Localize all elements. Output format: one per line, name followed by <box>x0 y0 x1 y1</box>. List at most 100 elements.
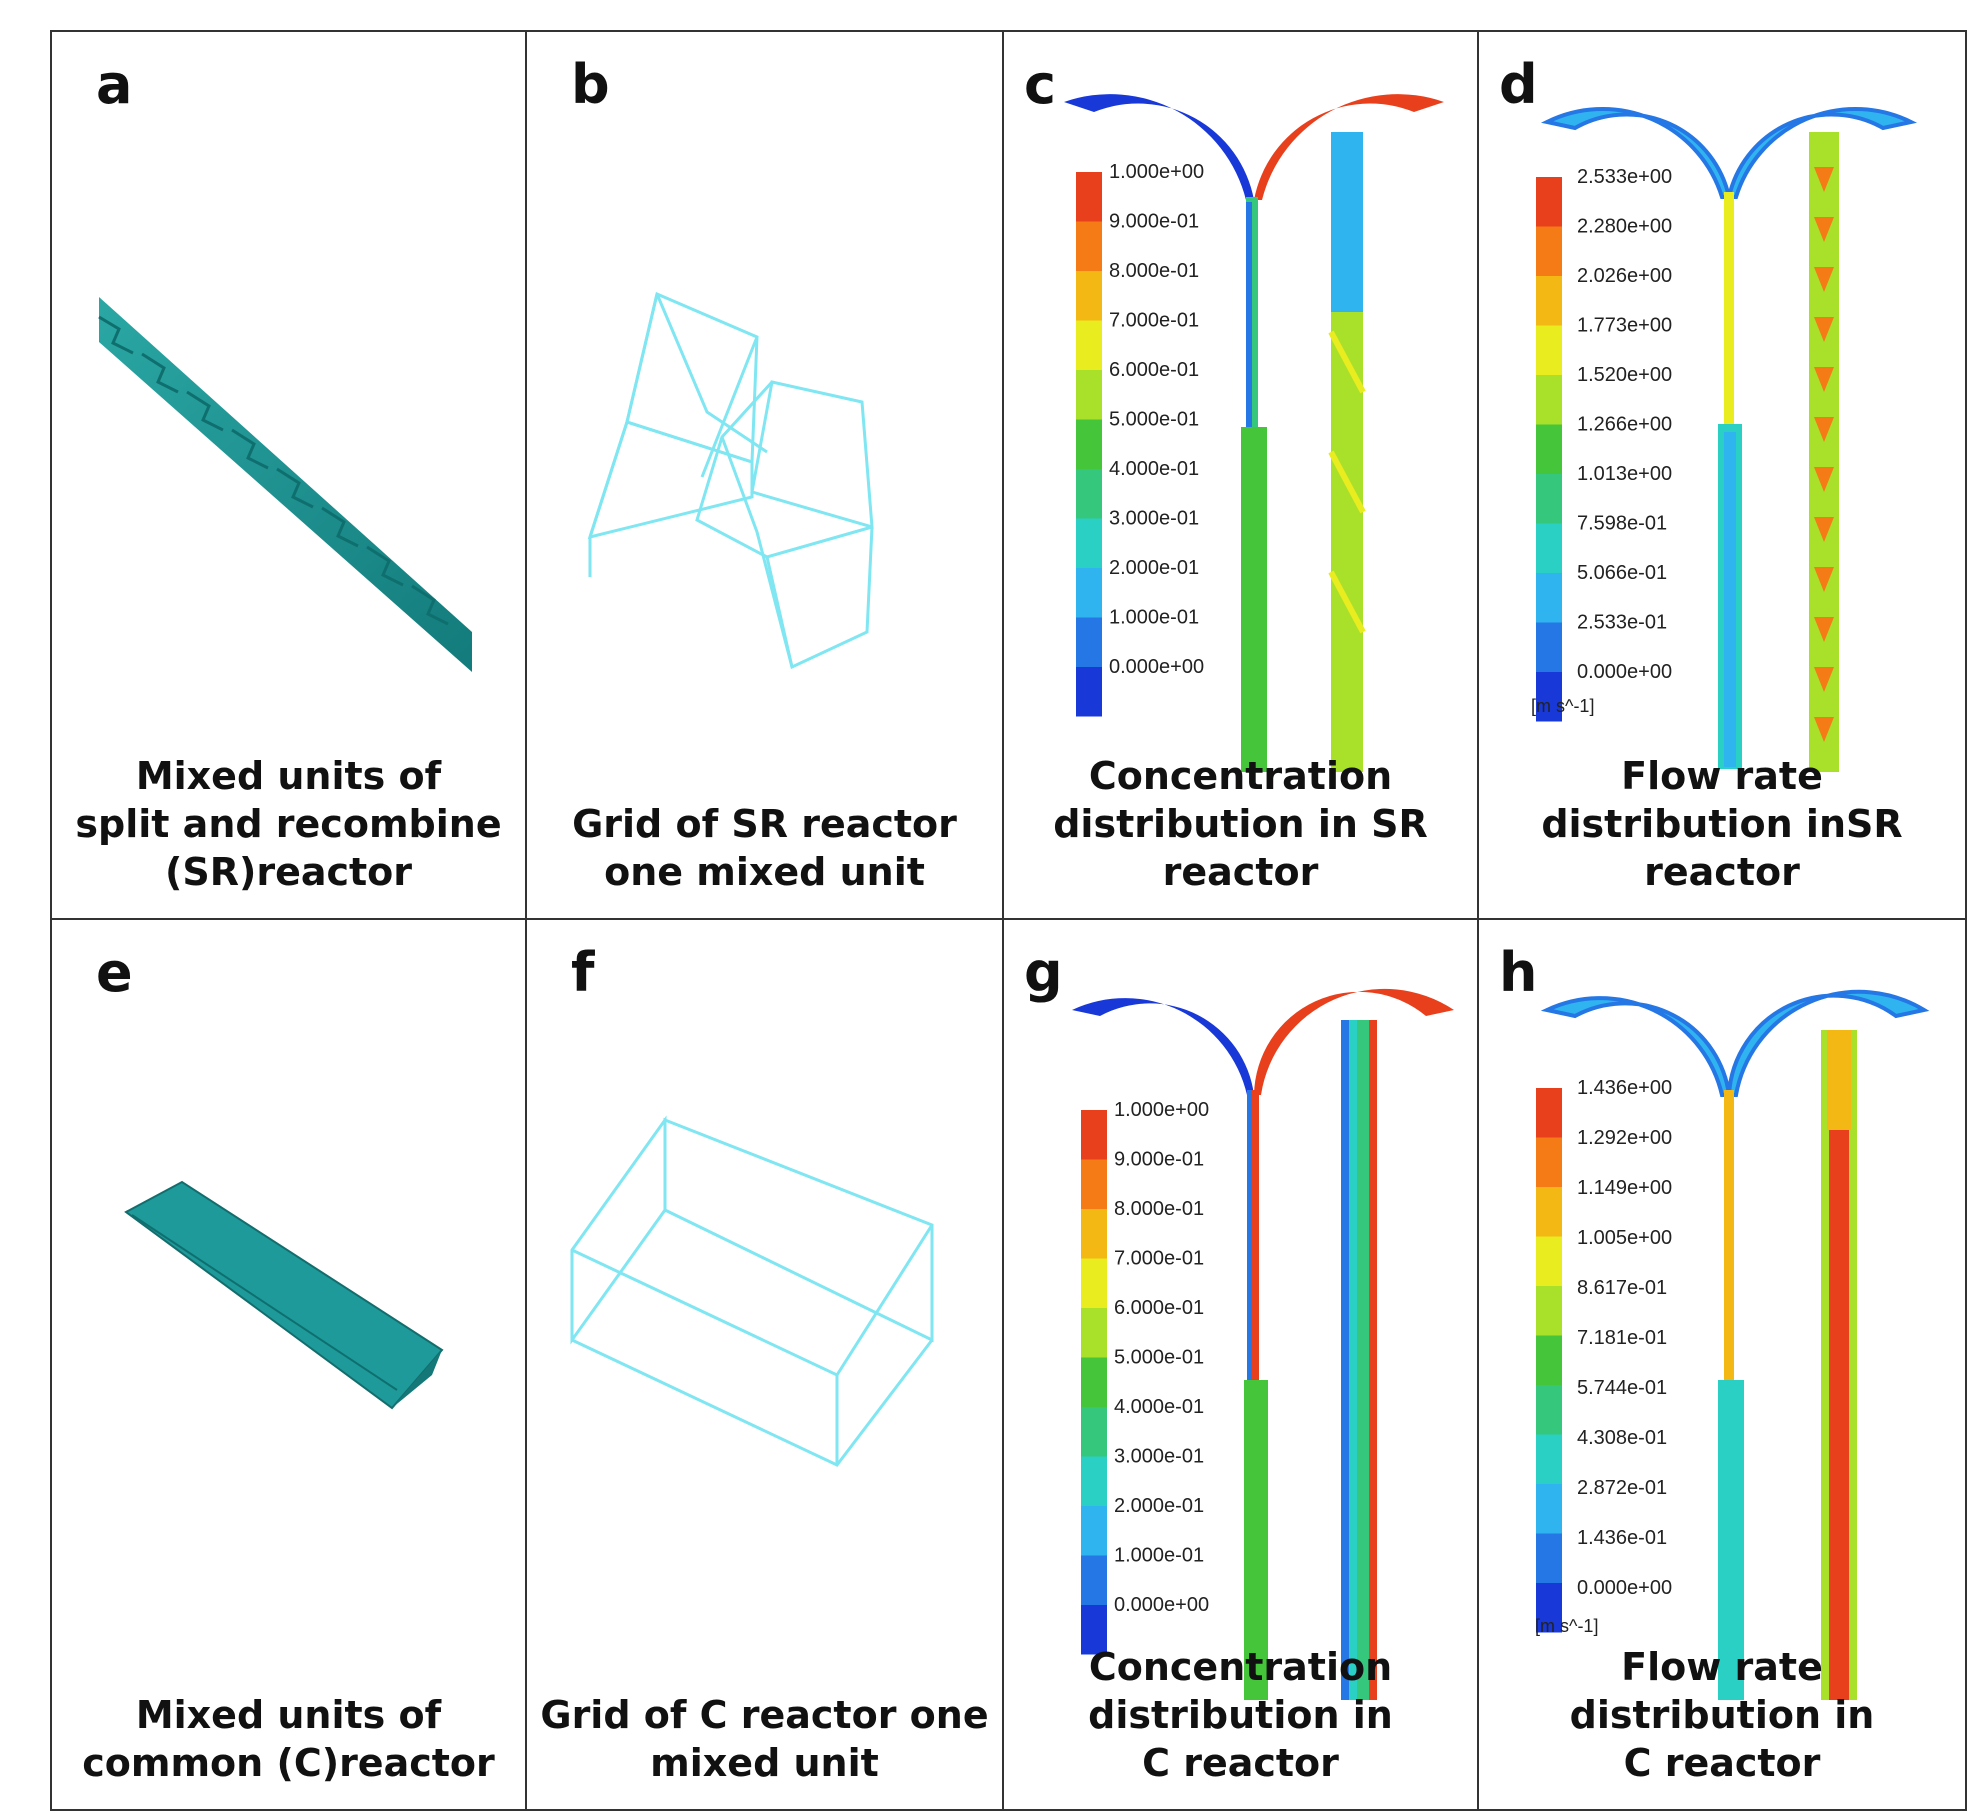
colorbar-tick-label: 6.000e-01 <box>1114 1297 1204 1319</box>
colorbar-segment <box>1076 172 1102 222</box>
panel-g: g 1.000e+00 9.000e-01 8.000e-01 7.000e-01 6.… <box>1002 918 1479 1811</box>
colorbar-tick-label: 8.000e-01 <box>1114 1198 1204 1220</box>
flow-rate-colorbar <box>1536 1088 1562 1633</box>
colorbar-tick-label: 1.436e+00 <box>1577 1077 1672 1099</box>
colorbar-segment <box>1536 424 1562 474</box>
colorbar-tick-label: 9.000e-01 <box>1114 1149 1204 1171</box>
panel-label: e <box>96 941 133 1004</box>
colorbar-segment <box>1536 226 1562 276</box>
colorbar-tick-label: 0.000e+00 <box>1577 661 1672 683</box>
colorbar-segment <box>1081 1605 1107 1655</box>
colorbar-segment <box>1536 1434 1562 1484</box>
colorbar-segment <box>1081 1407 1107 1457</box>
colorbar-segment <box>1076 221 1102 271</box>
colorbar-segment <box>1536 1187 1562 1237</box>
panel-label: a <box>96 53 133 116</box>
panel-f: f Grid of C reactor one mixed unit <box>525 918 1004 1811</box>
sr-flow-rate-contour: 2.533e+00 2.280e+00 2.026e+00 1.773e+00 1.52… <box>1531 107 1918 772</box>
colorbar-tick-label: 1.005e+00 <box>1577 1227 1672 1249</box>
panel-caption: Flow rate distribution inSR reactor <box>1541 754 1903 894</box>
colorbar-tick-label: 2.280e+00 <box>1577 216 1672 238</box>
colorbar-tick-label: 4.308e-01 <box>1577 1427 1667 1449</box>
colorbar-segment <box>1536 1286 1562 1336</box>
colorbar-segment <box>1076 370 1102 420</box>
panel-b: b Grid of SR reactor one mixed unit <box>525 30 1004 920</box>
panel-label: h <box>1499 941 1538 1004</box>
colorbar-segment <box>1076 271 1102 321</box>
sr-grid-wireframe <box>587 291 874 670</box>
c-grid-wireframe <box>570 1115 934 1467</box>
colorbar-segment <box>1536 1385 1562 1435</box>
colorbar-tick-label: 2.000e-01 <box>1114 1495 1204 1517</box>
colorbar-segment <box>1536 622 1562 672</box>
flow-rate-colorbar <box>1536 177 1562 722</box>
colorbar-tick-label: 2.026e+00 <box>1577 265 1672 287</box>
colorbar-tick-label: 1.000e+00 <box>1114 1099 1209 1121</box>
colorbar-tick-label: 0.000e+00 <box>1114 1594 1209 1616</box>
colorbar-tick-label: 6.000e-01 <box>1109 359 1199 381</box>
colorbar-segment <box>1076 617 1102 667</box>
colorbar-segment <box>1081 1258 1107 1308</box>
colorbar-segment <box>1536 276 1562 326</box>
colorbar-segment <box>1536 1137 1562 1187</box>
colorbar-segment <box>1536 1335 1562 1385</box>
colorbar-tick-label: 5.066e-01 <box>1577 562 1667 584</box>
colorbar-segment <box>1076 518 1102 568</box>
colorbar-segment <box>1536 523 1562 573</box>
panel-caption: Grid of C reactor one mixed unit <box>540 1693 989 1785</box>
colorbar-tick-label: 7.598e-01 <box>1577 513 1667 535</box>
colorbar-segment <box>1536 375 1562 425</box>
colorbar-segment <box>1081 1456 1107 1506</box>
colorbar-tick-label: 2.872e-01 <box>1577 1477 1667 1499</box>
panel-h: h 1.436e+00 1.292e+00 1.149e+00 1.005e+00 8.… <box>1477 918 1967 1811</box>
panel-c: c 1.000e+00 9.000e-01 8.000e-01 7.000e-01 6.… <box>1002 30 1479 920</box>
colorbar-segment <box>1536 1088 1562 1138</box>
colorbar-tick-label: 2.000e-01 <box>1109 557 1199 579</box>
panel-caption: Mixed units of common (C)reactor <box>82 1693 495 1785</box>
colorbar-tick-label: 1.520e+00 <box>1577 364 1672 386</box>
colorbar-segment <box>1081 1308 1107 1358</box>
unit-label: [m s^-1] <box>1535 1616 1598 1636</box>
colorbar-tick-label: 4.000e-01 <box>1114 1396 1204 1418</box>
panel-e: e Mixed units of common (C)reactor <box>50 918 527 1811</box>
panel-label: g <box>1024 941 1063 1004</box>
colorbar-tick-label: 1.000e-01 <box>1109 607 1199 629</box>
colorbar-segment <box>1081 1555 1107 1605</box>
c-concentration-contour: 1.000e+00 9.000e-01 8.000e-01 7.000e-01 6.00… <box>1072 988 1454 1700</box>
colorbar-segment <box>1076 568 1102 618</box>
colorbar-segment <box>1536 1583 1562 1633</box>
colorbar-segment <box>1536 1484 1562 1534</box>
panel-d: d 2.533e+00 2.280e+00 2.026e+00 1.773e+00 1.… <box>1477 30 1967 920</box>
colorbar-tick-label: 7.000e-01 <box>1109 310 1199 332</box>
colorbar-tick-label: 1.013e+00 <box>1577 463 1672 485</box>
panel-label: f <box>571 941 595 1004</box>
colorbar-tick-label: 3.000e-01 <box>1109 508 1199 530</box>
panel-label: b <box>571 53 610 116</box>
colorbar-segment <box>1076 419 1102 469</box>
unit-label: [m s^-1] <box>1531 696 1594 716</box>
colorbar-tick-label: 2.533e-01 <box>1577 612 1667 634</box>
colorbar-tick-label: 1.000e+00 <box>1109 161 1204 183</box>
colorbar-tick-label: 9.000e-01 <box>1109 211 1199 233</box>
colorbar-tick-label: 1.266e+00 <box>1577 414 1672 436</box>
colorbar-segment <box>1081 1110 1107 1160</box>
colorbar-tick-label: 0.000e+00 <box>1577 1577 1672 1599</box>
panel-caption: Grid of SR reactor one mixed unit <box>572 802 957 894</box>
sr-mixed-units-model <box>98 297 472 672</box>
colorbar-segment <box>1076 469 1102 519</box>
colorbar-tick-label: 0.000e+00 <box>1109 656 1204 678</box>
panel-caption: Concentration distribution in SR reactor <box>1053 754 1428 894</box>
colorbar-tick-label: 5.000e-01 <box>1109 409 1199 431</box>
panel-caption: Flow rate distribution in C reactor <box>1569 1645 1875 1785</box>
colorbar-segment <box>1076 320 1102 370</box>
colorbar-segment <box>1081 1159 1107 1209</box>
colorbar-tick-label: 7.181e-01 <box>1577 1327 1667 1349</box>
colorbar-segment <box>1536 573 1562 623</box>
panel-a: a Mixed units of split and recombine (SR)r… <box>50 30 527 920</box>
colorbar-segment <box>1081 1209 1107 1259</box>
colorbar-tick-label: 1.773e+00 <box>1577 315 1672 337</box>
colorbar-tick-label: 4.000e-01 <box>1109 458 1199 480</box>
colorbar-segment <box>1536 1236 1562 1286</box>
panel-caption: Mixed units of split and recombine (SR)rea… <box>75 754 502 894</box>
